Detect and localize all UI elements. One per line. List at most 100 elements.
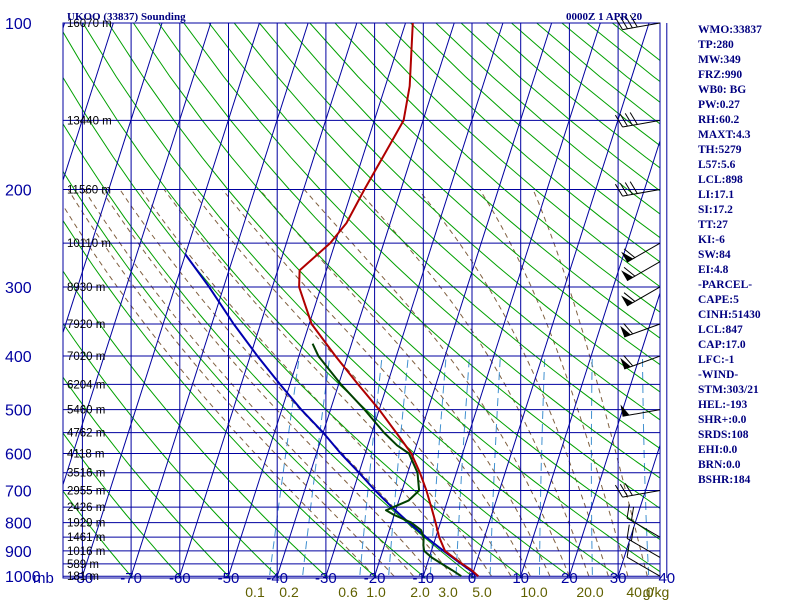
stat-item: BRN:0.0 — [698, 459, 741, 471]
height-label: 4762 m — [67, 428, 105, 440]
height-label: 1461 m — [67, 532, 105, 544]
isotherm-line — [519, 139, 660, 578]
pressure-tick-label: 200 — [5, 183, 32, 200]
pressure-tick-label: 900 — [5, 544, 32, 561]
mixing-ratio-lines — [268, 356, 650, 578]
moist-adiabat-line — [357, 189, 590, 577]
stat-item: -PARCEL- — [698, 279, 753, 291]
isotherm-line — [568, 291, 660, 578]
mixing-ratio-label: 1.0 — [366, 584, 386, 600]
dry-adiabat-line — [63, 170, 427, 578]
dry-adiabat-line — [284, 23, 660, 366]
height-label: 589 m — [67, 559, 99, 571]
wind-barb — [626, 524, 661, 558]
mixing-ratio-label: 0.2 — [279, 584, 299, 600]
stat-item: EHI:0.0 — [698, 444, 738, 456]
moist-adiabat-line — [259, 189, 551, 577]
pressure-tick-label: 400 — [5, 349, 32, 366]
stat-item: SHR+:0.0 — [698, 414, 747, 426]
pressure-tick-label: 800 — [5, 516, 32, 533]
stat-item: -WIND- — [698, 369, 739, 381]
wind-barb — [621, 261, 661, 282]
temperature-tick-label: -70 — [120, 570, 142, 587]
moist-adiabat-line — [100, 189, 434, 577]
wind-barb — [614, 483, 661, 498]
stat-item: KI:-6 — [698, 234, 725, 246]
plot-frame — [62, 22, 661, 579]
dry-adiabat-line — [183, 23, 660, 479]
mixing-ratio-line — [489, 356, 501, 578]
mixing-ratio-label: g/kg — [643, 584, 669, 600]
stat-item: PW:0.27 — [698, 99, 740, 111]
stat-item: SRDS:108 — [698, 429, 749, 441]
moist-adiabat-line — [190, 189, 512, 577]
dry-adiabat-line — [63, 490, 134, 578]
height-label: 13440 m — [67, 115, 112, 127]
stat-item: LCL:898 — [698, 174, 743, 186]
dry-adiabat-line — [334, 23, 660, 313]
isotherm-lines — [63, 23, 668, 578]
height-label: 10110 m — [67, 238, 111, 250]
moist-adiabat-line — [67, 189, 395, 577]
stat-item: FRZ:990 — [698, 69, 743, 81]
dry-adiabat-line — [359, 23, 660, 288]
wind-barbs — [614, 14, 661, 577]
height-label: 4118 m — [67, 448, 105, 460]
wind-barb — [621, 286, 661, 307]
dry-adiabat-line — [385, 23, 660, 263]
wind-barb — [620, 355, 661, 370]
temperature-tick-label: -10 — [412, 570, 434, 587]
stat-item: CAPE:5 — [698, 294, 739, 306]
stability-indices-panel: WMO:33837 TP:280 MW:349 FRZ:990 WB0: BG PW:0.… — [698, 23, 798, 488]
pressure-tick-label: 100 — [5, 16, 32, 33]
temperature-tick-label: 0 — [468, 570, 476, 587]
pressure-tick-label: 300 — [5, 280, 32, 297]
dry-adiabat-line — [82, 23, 622, 578]
moist-adiabat-line — [140, 189, 473, 577]
height-label: 2955 m — [67, 486, 105, 498]
stat-item: LI:17.1 — [698, 189, 735, 201]
x-axis-unit-label: mb — [33, 570, 54, 587]
height-label: 16070 m — [67, 18, 112, 30]
mixing-ratio-line — [387, 356, 409, 578]
stat-item: TP:280 — [698, 39, 734, 51]
stat-item: BSHR:184 — [698, 474, 751, 486]
height-label: 6204 m — [67, 379, 105, 391]
height-label: 11560 m — [67, 185, 111, 197]
height-label: 7020 m — [67, 351, 105, 363]
stat-item: WMO:33837 — [698, 24, 762, 36]
stat-item: MAXT:4.3 — [698, 129, 751, 141]
stat-item: STM:303/21 — [698, 384, 759, 396]
stat-item: CINH:51430 — [698, 309, 761, 321]
height-label: 1929 m — [67, 518, 105, 530]
temperature-line — [298, 23, 479, 577]
wind-barb — [620, 404, 661, 417]
sounding-profiles — [184, 23, 479, 578]
dry-adiabat-line — [259, 23, 660, 393]
wind-barb — [626, 543, 661, 577]
temperature-tick-label: -50 — [218, 570, 240, 587]
sounding-time: 0000Z 1 APR 20 — [566, 11, 643, 23]
temperature-tick-label: -20 — [364, 570, 386, 587]
wind-barb — [621, 242, 661, 263]
dry-adiabat-line — [309, 23, 660, 339]
dry-adiabat-line — [107, 23, 660, 573]
stat-item: SW:84 — [698, 249, 731, 261]
mixing-ratio-label: 5.0 — [472, 584, 492, 600]
temperature-tick-label: -40 — [266, 570, 288, 587]
mixing-ratio-label: 2.0 — [410, 584, 430, 600]
mixing-ratio-label: 0.1 — [245, 584, 265, 600]
pressure-lines — [62, 22, 661, 579]
dewpoint-line — [311, 343, 462, 578]
stat-item: L57:5.6 — [698, 159, 736, 171]
temperature-tick-label: 30 — [610, 570, 627, 587]
height-label: 181 m — [67, 571, 99, 583]
dry-adiabat-line — [63, 270, 329, 578]
pressure-tick-label: 1000 — [5, 569, 41, 586]
isotherm-line — [616, 443, 660, 578]
wind-barb — [614, 181, 661, 197]
stat-item: EI:4.8 — [698, 264, 729, 276]
wind-barb — [614, 14, 661, 31]
